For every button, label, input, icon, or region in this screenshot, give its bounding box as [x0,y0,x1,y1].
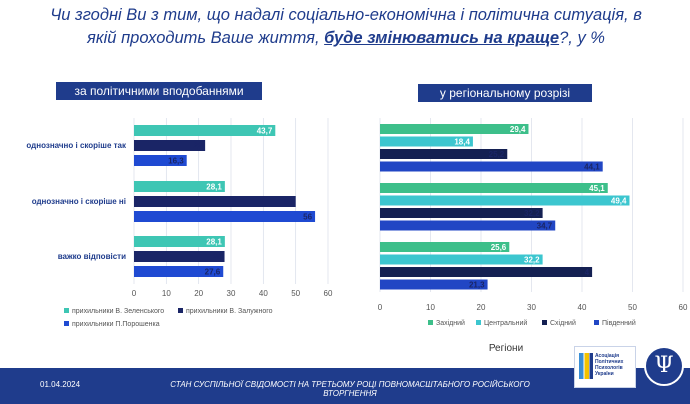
right-tick-label: 40 [578,303,587,312]
right-tick-label: 30 [527,303,536,312]
left-bar [134,125,276,136]
title-emphasis: буде змінюватись на краще [324,29,560,47]
right-chart-header: у регіональному розрізі [418,84,592,102]
left-tick-label: 30 [227,289,236,298]
left-category-label: однозначно і скоріше так [26,141,127,150]
left-bar [134,236,225,247]
right-legend-label: Східний [550,319,576,327]
right-bar [380,220,556,231]
right-bar [380,279,488,290]
right-bar [380,183,608,193]
left-tick-label: 10 [162,289,171,298]
left-data-label: 28,1 [206,183,222,192]
right-tick-label: 10 [426,303,435,312]
right-bar [380,195,630,206]
right-legend-swatch [476,320,481,325]
right-tick-label: 50 [628,303,637,312]
right-data-label: 25,6 [491,243,507,252]
right-legend-swatch [428,320,433,325]
page-title: Чи згодні Ви з тим, що надалі соціально-… [26,4,666,50]
right-data-label: 25,2 [489,150,505,159]
psi-logo: Ψ [644,346,684,386]
right-data-label: 29,4 [510,125,526,134]
right-data-label: 32,2 [524,256,540,265]
left-chart-header: за політичними вподобаннями [56,82,262,100]
left-bar [134,155,187,166]
left-bar [134,140,206,151]
right-legend-swatch [542,320,547,325]
left-legend-label: прихильники П.Порошенка [72,321,160,328]
title-line-2-start: якій проходить Ваше життя, [87,29,325,47]
right-bar [380,161,603,172]
left-bar [134,181,225,192]
right-bar [380,136,473,147]
left-tick-label: 60 [324,289,333,298]
left-bar [134,251,225,262]
right-data-label: 49,4 [611,197,627,206]
left-legend-swatch [178,308,183,313]
right-bar [380,242,510,252]
left-tick-label: 20 [194,289,203,298]
right-data-label: 34,7 [537,222,553,231]
right-bar [380,124,529,134]
left-tick-label: 0 [132,289,137,298]
left-data-label: 28,1 [206,238,222,247]
footer-text: СТАН СУСПІЛЬНОЇ СВІДОМОСТІ НА ТРЕТЬОМУ Р… [170,380,530,398]
left-tick-label: 50 [291,289,300,298]
right-bar [380,254,543,265]
right-legend-swatch [594,320,599,325]
right-tick-label: 60 [679,303,688,312]
title-line-2-end: ?, у % [559,29,605,47]
right-data-label: 44,1 [584,163,600,172]
left-data-label: 16,3 [168,157,184,166]
left-bar [134,211,316,222]
left-category-label: однозначно і скоріше ні [32,197,126,206]
right-data-label: 21,3 [469,281,485,290]
left-data-label: 27,6 [205,268,221,277]
title-line-1: Чи згодні Ви з тим, що надалі соціально-… [50,6,642,24]
left-legend-swatch [64,321,69,326]
association-logo-mark [579,353,593,379]
left-tick-label: 40 [259,289,268,298]
right-legend-label: Центральний [484,319,527,327]
association-logo-text: Асоціація Політичних Психологів України [595,353,624,377]
right-data-label: 45,1 [589,184,605,193]
left-legend-label: прихильники В. Залужного [186,308,273,315]
right-legend-label: Західний [436,319,465,327]
footer-date: 01.04.2024 [40,380,81,389]
right-bar [380,208,543,218]
left-data-label: 28 [213,253,222,262]
left-data-label: 56 [303,213,312,222]
left-legend-label: прихильники В. Зеленського [72,308,164,315]
right-tick-label: 20 [477,303,486,312]
association-logo: Асоціація Політичних Психологів України [574,346,636,388]
right-legend-label: Південний [602,319,636,327]
left-data-label: 22 [193,142,202,151]
right-axis-title: Регіони [489,343,523,354]
right-tick-label: 0 [378,303,383,312]
left-bar [134,266,224,277]
left-data-label: 50 [284,198,293,207]
right-bar [380,149,508,159]
right-data-label: 32,2 [524,209,540,218]
left-bar [134,196,296,207]
left-data-label: 43,7 [257,127,273,136]
right-bar [380,267,593,277]
title-line-2: якій проходить Ваше життя, буде змінюват… [26,27,666,50]
right-data-label: 18,4 [454,138,470,147]
right-data-label: 4 [585,268,590,277]
left-legend-swatch [64,308,69,313]
left-category-label: важко відповісти [58,252,126,261]
